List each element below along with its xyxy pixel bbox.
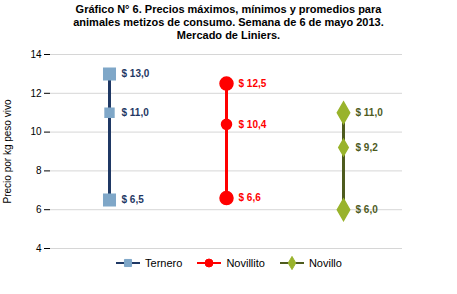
svg-text:$ 11,0: $ 11,0	[122, 107, 150, 118]
svg-text:$ 6,0: $ 6,0	[356, 204, 379, 215]
svg-text:$ 11,0: $ 11,0	[356, 107, 384, 118]
svg-text:4: 4	[36, 243, 42, 254]
svg-text:Precio por kg peso vivo: Precio por kg peso vivo	[2, 99, 13, 203]
svg-text:$ 6,6: $ 6,6	[239, 192, 262, 203]
svg-text:$ 9,2: $ 9,2	[356, 142, 379, 153]
svg-text:10: 10	[30, 126, 42, 137]
svg-text:14: 14	[30, 49, 42, 60]
html-text:Novillito: Novillito	[226, 257, 265, 269]
svg-text:8: 8	[36, 165, 42, 176]
svg-text:6: 6	[36, 204, 42, 215]
html-text:Novillo: Novillo	[308, 257, 342, 269]
svg-text:$ 12,5: $ 12,5	[239, 78, 267, 89]
html-text:Gráfico N° 6. Precios máximos,: Gráfico N° 6. Precios máximos, mínimos y…	[73, 3, 384, 41]
svg-text:$ 6,5: $ 6,5	[122, 194, 145, 205]
html-text:Ternero: Ternero	[145, 257, 183, 269]
svg-text:$ 10,4: $ 10,4	[239, 119, 267, 130]
svg-text:12: 12	[30, 88, 42, 99]
svg-text:$ 13,0: $ 13,0	[122, 68, 150, 79]
